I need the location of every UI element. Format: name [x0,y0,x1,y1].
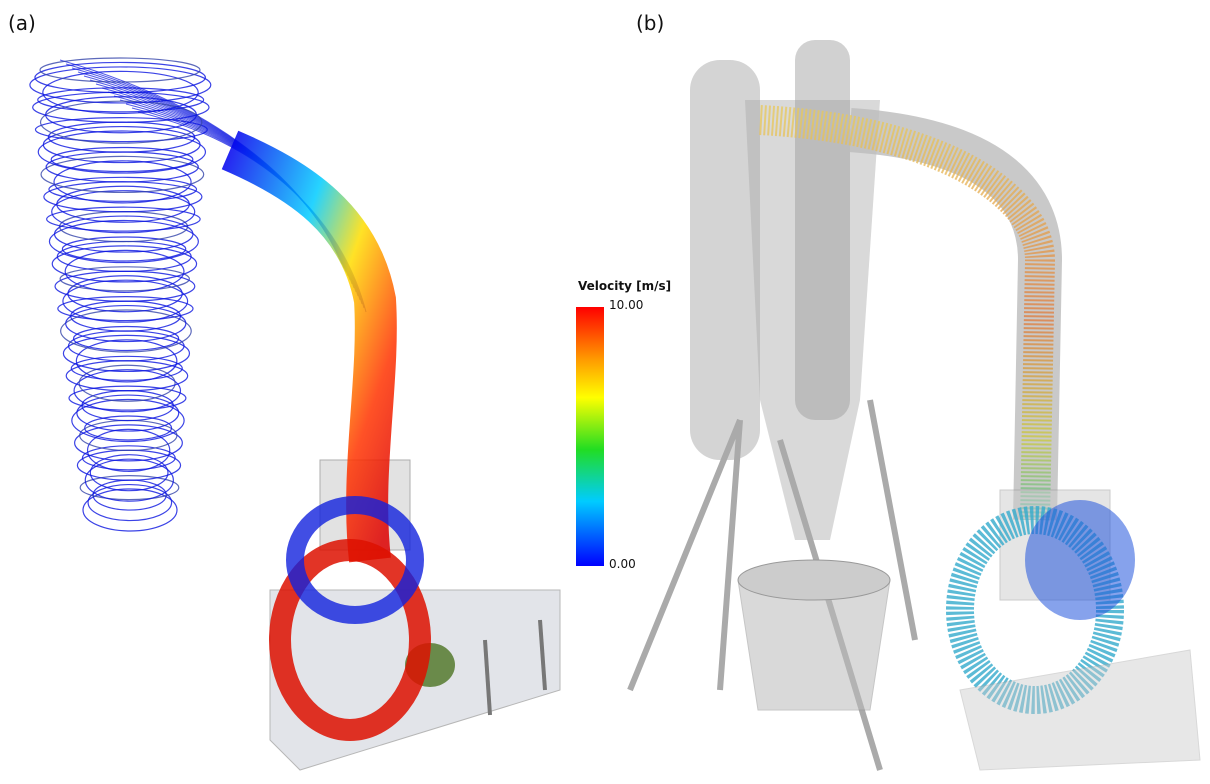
streamline [68,276,182,312]
streamline [49,177,197,201]
panel-label: (b) [636,11,664,35]
streamline [71,356,182,380]
streamline [79,365,175,401]
particles [1025,500,1135,620]
streamline [60,267,189,291]
streamline [55,216,193,252]
panel-label: (a) [8,11,36,35]
colorbar-min: 0.00 [609,557,636,571]
streamline [52,246,196,282]
colorbar [576,307,604,566]
streamline [57,186,190,222]
streamline [77,395,179,431]
panel-a-image [30,58,560,770]
streamline [66,306,186,342]
bucket-rim [738,560,890,600]
streamline [41,156,204,192]
frame [960,650,1200,770]
streamline [88,485,172,521]
panel-b-image [630,40,1200,770]
streamline [80,476,179,500]
page: (a) (b) Velocity [m/s] 10.00 0.00 (() =>… [0,0,1210,784]
streamline [35,118,207,142]
streamline [40,58,200,82]
streamline [63,335,189,371]
streamline [47,207,200,231]
streamline [43,127,200,163]
streamline [90,455,168,491]
figure: (a) (b) Velocity [m/s] 10.00 0.00 [0,0,1210,784]
colorbar-max: 10.00 [609,298,643,312]
vortex-finder [795,40,850,420]
colorbar-title: Velocity [m/s] [578,279,671,293]
